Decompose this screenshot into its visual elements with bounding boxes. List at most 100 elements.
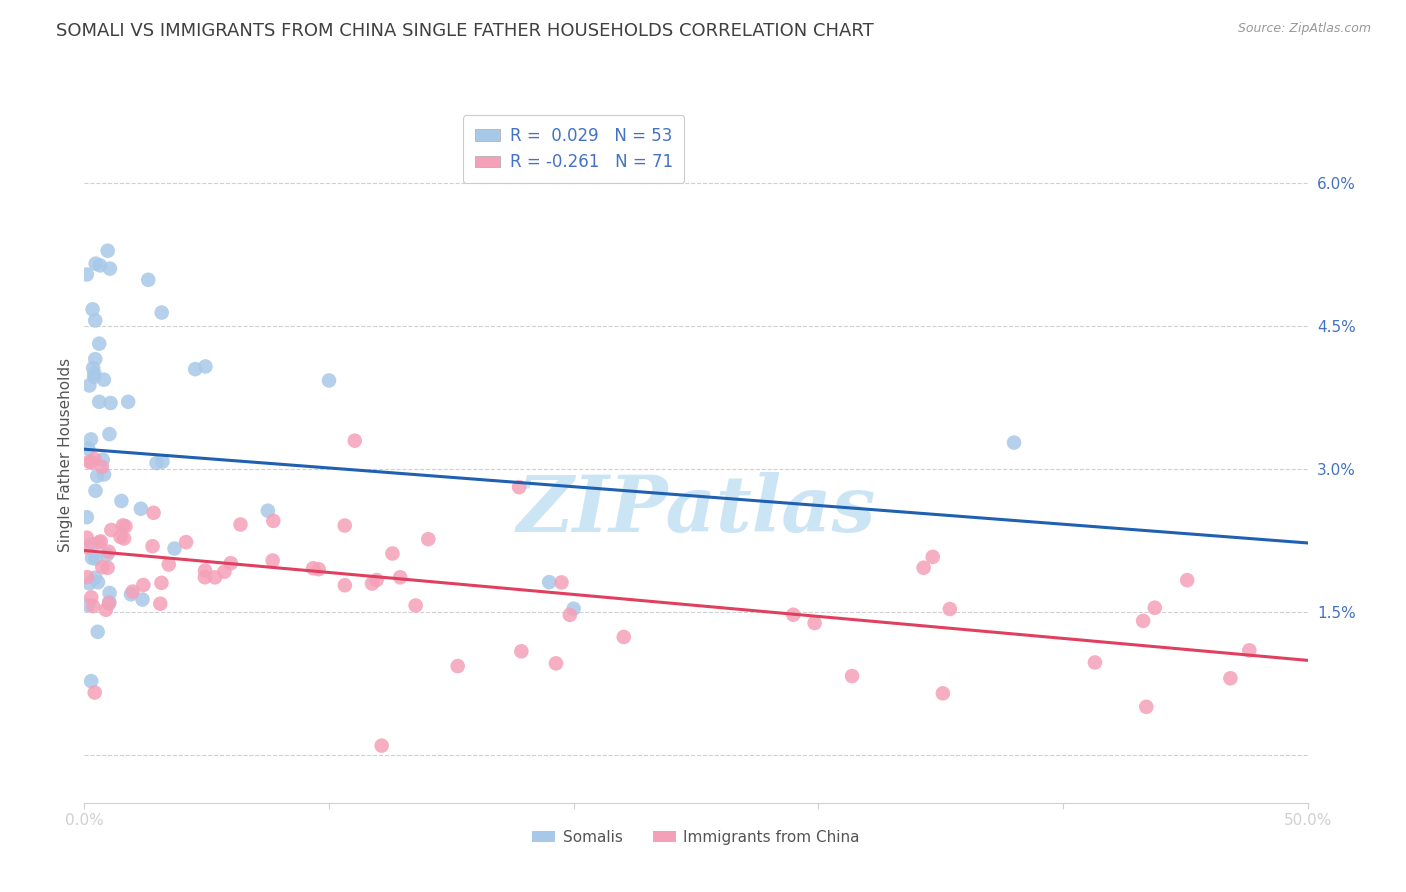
Point bbox=[82, 302, 104, 317]
Point bbox=[93, 467, 115, 482]
Point bbox=[184, 362, 207, 376]
Point bbox=[1135, 699, 1157, 714]
Point bbox=[418, 532, 440, 546]
Point bbox=[912, 560, 935, 574]
Point bbox=[121, 584, 143, 599]
Point bbox=[343, 434, 366, 448]
Point bbox=[262, 514, 284, 528]
Point bbox=[163, 541, 186, 556]
Point bbox=[150, 305, 173, 319]
Point bbox=[89, 336, 111, 351]
Point bbox=[544, 657, 567, 671]
Point bbox=[841, 669, 863, 683]
Point bbox=[550, 575, 572, 590]
Point bbox=[90, 534, 112, 549]
Point bbox=[77, 442, 100, 456]
Point bbox=[939, 602, 962, 616]
Point bbox=[87, 535, 110, 549]
Point bbox=[82, 361, 104, 376]
Point bbox=[1239, 643, 1261, 657]
Point bbox=[100, 396, 122, 410]
Point bbox=[80, 433, 103, 447]
Point bbox=[97, 244, 120, 258]
Point bbox=[1219, 671, 1241, 685]
Text: ZIPatlas: ZIPatlas bbox=[516, 473, 876, 549]
Point bbox=[82, 599, 104, 614]
Point bbox=[1002, 435, 1025, 450]
Point bbox=[80, 551, 103, 566]
Point bbox=[84, 313, 107, 327]
Point bbox=[97, 544, 120, 558]
Point bbox=[1132, 614, 1154, 628]
Point bbox=[921, 549, 943, 564]
Point bbox=[510, 644, 533, 658]
Point bbox=[214, 565, 236, 579]
Point bbox=[803, 615, 825, 630]
Point bbox=[86, 624, 108, 639]
Point bbox=[112, 532, 135, 546]
Point bbox=[194, 570, 217, 584]
Point bbox=[94, 603, 117, 617]
Point bbox=[91, 560, 114, 574]
Point bbox=[98, 596, 121, 610]
Point bbox=[562, 601, 585, 615]
Point bbox=[80, 674, 103, 689]
Point bbox=[257, 504, 280, 518]
Point bbox=[110, 494, 132, 508]
Point bbox=[381, 547, 404, 561]
Point bbox=[79, 576, 101, 591]
Point bbox=[97, 561, 120, 575]
Point bbox=[194, 359, 217, 374]
Point bbox=[79, 455, 101, 469]
Y-axis label: Single Father Households: Single Father Households bbox=[58, 358, 73, 552]
Point bbox=[83, 367, 105, 381]
Point bbox=[194, 564, 217, 578]
Point bbox=[100, 523, 122, 537]
Point bbox=[76, 570, 98, 584]
Point bbox=[538, 575, 561, 590]
Point bbox=[111, 518, 134, 533]
Point bbox=[152, 454, 174, 468]
Point bbox=[149, 597, 172, 611]
Point bbox=[308, 562, 330, 576]
Point bbox=[141, 539, 163, 553]
Point bbox=[93, 373, 115, 387]
Point bbox=[83, 452, 105, 467]
Point bbox=[318, 374, 340, 388]
Point bbox=[204, 570, 226, 584]
Point bbox=[83, 369, 105, 384]
Point bbox=[782, 607, 804, 622]
Point bbox=[361, 576, 384, 591]
Text: Source: ZipAtlas.com: Source: ZipAtlas.com bbox=[1237, 22, 1371, 36]
Point bbox=[79, 378, 101, 392]
Text: SOMALI VS IMMIGRANTS FROM CHINA SINGLE FATHER HOUSEHOLDS CORRELATION CHART: SOMALI VS IMMIGRANTS FROM CHINA SINGLE F… bbox=[56, 22, 875, 40]
Point bbox=[508, 480, 530, 494]
Point bbox=[405, 599, 427, 613]
Point bbox=[98, 595, 121, 609]
Point bbox=[229, 517, 252, 532]
Point bbox=[157, 558, 180, 572]
Point bbox=[131, 592, 153, 607]
Point bbox=[219, 556, 242, 570]
Point bbox=[366, 573, 388, 587]
Point bbox=[77, 598, 100, 612]
Point bbox=[110, 530, 132, 544]
Point bbox=[129, 501, 152, 516]
Point bbox=[117, 394, 139, 409]
Point bbox=[333, 578, 356, 592]
Point bbox=[84, 571, 107, 585]
Point bbox=[174, 535, 197, 549]
Point bbox=[91, 452, 114, 467]
Point bbox=[84, 551, 107, 566]
Point bbox=[80, 537, 103, 551]
Point bbox=[96, 548, 118, 562]
Point bbox=[76, 268, 98, 282]
Point bbox=[136, 273, 159, 287]
Point bbox=[80, 456, 103, 470]
Point bbox=[333, 518, 356, 533]
Point bbox=[114, 519, 136, 533]
Point bbox=[80, 591, 103, 605]
Point bbox=[83, 685, 105, 699]
Point bbox=[1143, 600, 1166, 615]
Point bbox=[389, 570, 412, 584]
